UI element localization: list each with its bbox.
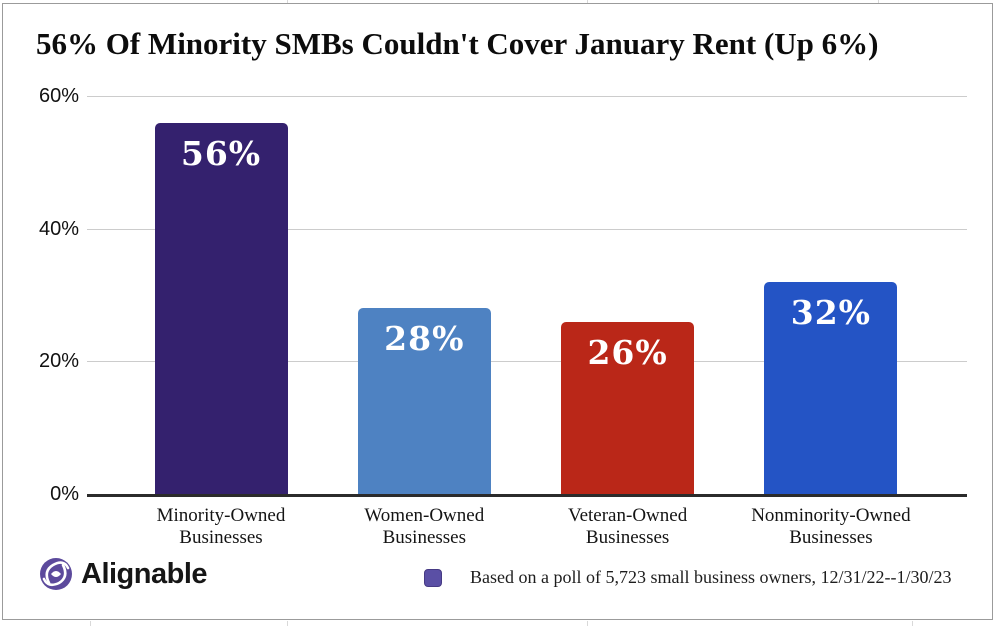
- legend-color-swatch: [424, 568, 442, 587]
- gridline: [87, 228, 967, 230]
- spreadsheet-gridline-stub: [287, 0, 288, 3]
- spreadsheet-gridline-stub: [587, 0, 588, 3]
- spreadsheet-gridline-stub: [287, 621, 288, 626]
- gridline: [87, 361, 967, 363]
- bar: 32%: [764, 282, 898, 494]
- bar-chart: 0% 20% 40% 60% 56% 28% 26% 32% Minority-Owned Bu…: [3, 4, 992, 619]
- chart-title: 56% Of Minority SMBs Couldn't Cover Janu…: [36, 26, 879, 61]
- spreadsheet-gridline-stub: [878, 0, 879, 3]
- y-tick-label: 0%: [50, 483, 79, 505]
- alignable-swirl-icon: [40, 558, 72, 590]
- chart-frame: 56% Of Minority SMBs Couldn't Cover Janu…: [2, 3, 993, 620]
- spreadsheet-gridline-stub: [90, 621, 91, 626]
- x-axis-category-label: Veteran-Owned Businesses: [567, 505, 688, 548]
- bar: 56%: [154, 123, 288, 494]
- legend-note-text: Based on a poll of 5,723 small business …: [470, 567, 952, 587]
- y-tick-label: 40%: [38, 217, 79, 240]
- bar-value-label: 28%: [384, 319, 465, 358]
- brand-wordmark: Alignable: [81, 557, 208, 590]
- y-tick-label: 60%: [38, 85, 79, 107]
- spreadsheet-gridline-stub: [912, 621, 913, 626]
- x-axis-category-label: Women-Owned Businesses: [364, 505, 485, 548]
- x-axis-category-label: Nonminority-Owned Businesses: [751, 505, 911, 548]
- chart-legend: Based on a poll of 5,723 small business …: [424, 567, 951, 588]
- bar-value-label: 26%: [587, 333, 668, 372]
- bar: 26%: [561, 322, 695, 494]
- spreadsheet-gridline-stub: [587, 621, 588, 626]
- bar-value-label: 32%: [790, 293, 872, 332]
- x-axis-category-label: Minority-Owned Businesses: [156, 505, 286, 548]
- bar: 28%: [357, 308, 491, 494]
- brand-logo: Alignable: [39, 557, 208, 591]
- x-axis-line: [87, 494, 967, 497]
- gridline: [87, 96, 967, 97]
- y-tick-label: 20%: [38, 350, 79, 373]
- bar-value-label: 56%: [180, 134, 262, 173]
